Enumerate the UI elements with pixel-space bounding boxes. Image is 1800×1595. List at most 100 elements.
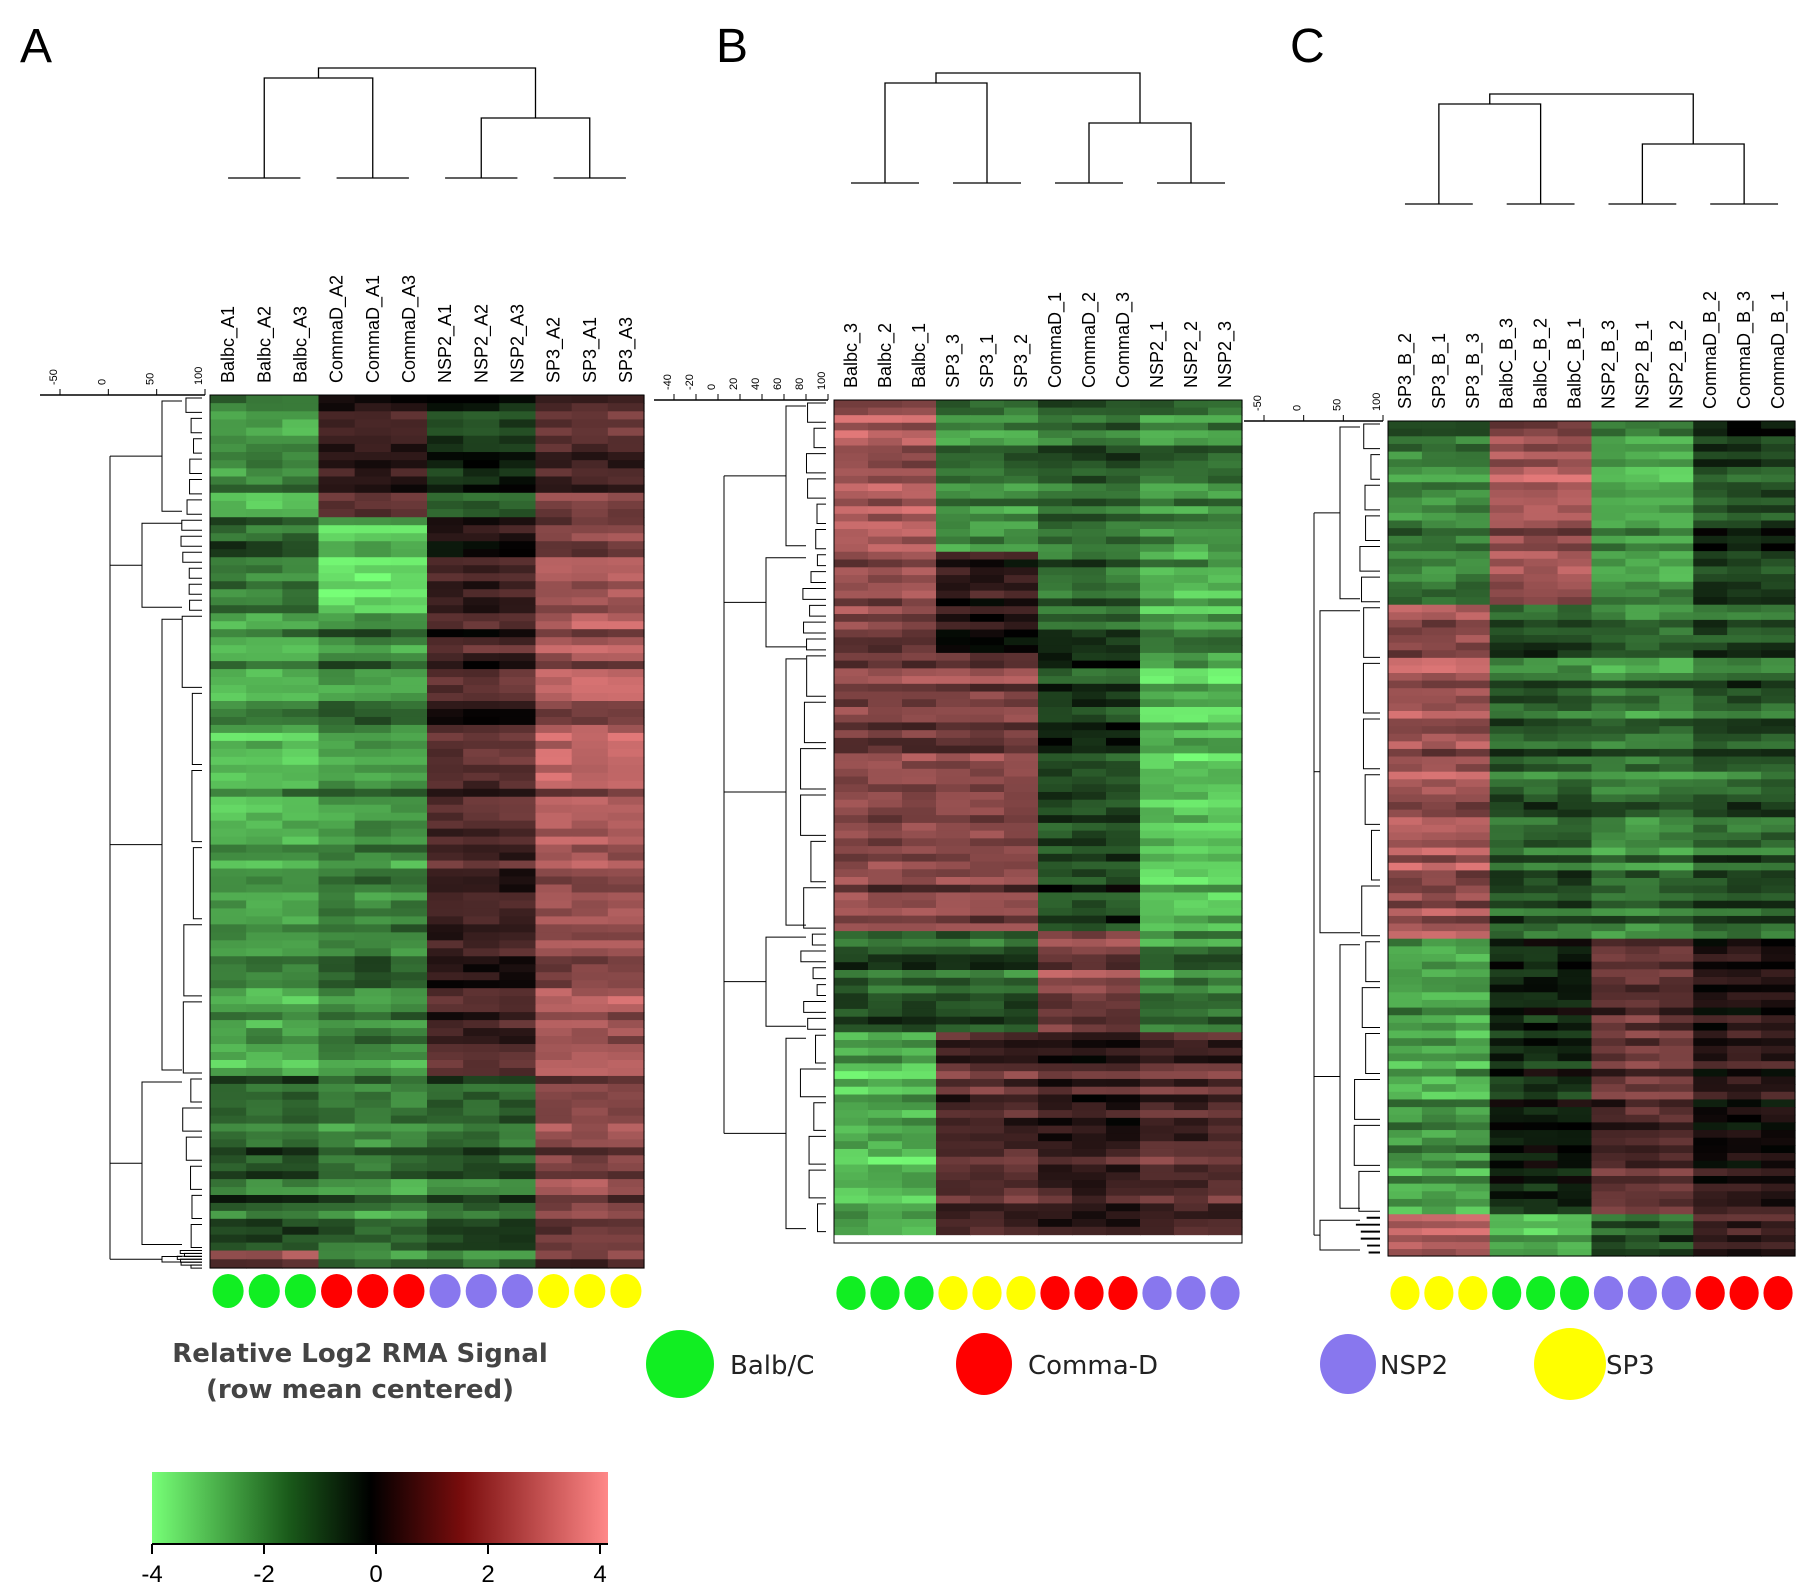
heatmap-cell: [1727, 984, 1762, 993]
heatmap-cell: [1591, 1130, 1627, 1139]
heatmap-cell: [1421, 733, 1457, 742]
heatmap-cell: [282, 637, 320, 646]
heatmap-cell: [463, 1059, 500, 1069]
heatmap-cell: [463, 716, 500, 726]
heatmap-cell: [1591, 535, 1627, 545]
heatmap-cell: [1388, 657, 1423, 667]
heatmap-cell: [318, 468, 356, 478]
heatmap-cell: [834, 575, 869, 584]
group-dot-comma: [1040, 1276, 1070, 1310]
heatmap-cell: [1004, 475, 1039, 485]
heatmap-cell: [607, 693, 645, 702]
heatmap-cell: [1693, 764, 1728, 773]
heatmap-cell: [499, 1179, 537, 1188]
heatmap-cell: [1557, 923, 1593, 932]
heatmap-cell: [1072, 799, 1107, 809]
heatmap-cell: [1038, 1211, 1073, 1220]
heatmap-cell: [282, 1131, 320, 1141]
heatmap-cell: [1421, 1053, 1457, 1062]
heatmap-cell: [1693, 900, 1728, 909]
heatmap-cell: [1388, 931, 1423, 940]
heatmap-cell: [1557, 969, 1593, 978]
heatmap-cell: [936, 1141, 971, 1150]
heatmap-cell: [936, 1133, 971, 1142]
heatmap-cell: [936, 1219, 971, 1228]
heatmap-cell: [318, 460, 356, 469]
heatmap-cell: [936, 1086, 971, 1096]
heatmap-cell: [1761, 1168, 1796, 1177]
heatmap-cell: [834, 970, 869, 979]
heatmap-cell: [1455, 1045, 1491, 1055]
heatmap-cell: [535, 916, 573, 925]
heatmap-cell: [1038, 1071, 1073, 1080]
heatmap-cell: [571, 788, 609, 798]
heatmap-cell: [1140, 660, 1175, 669]
heatmap-cell: [427, 613, 464, 622]
heatmap-cell: [868, 768, 903, 778]
heatmap-cell: [282, 1187, 320, 1196]
heatmap-cell: [936, 613, 971, 623]
heatmap-cell: [1455, 436, 1491, 445]
heatmap-cell: [535, 1044, 573, 1053]
heatmap-cell: [427, 844, 464, 854]
heatmap-cell: [868, 1102, 903, 1111]
heatmap-cell: [1523, 535, 1559, 545]
heatmap-cell: [1106, 877, 1141, 886]
heatmap-cell: [1140, 954, 1175, 963]
heatmap-cell: [868, 445, 903, 454]
heatmap-cell: [1072, 536, 1107, 545]
heatmap-cell: [1693, 840, 1728, 849]
scale-tick-label: -50: [48, 369, 60, 385]
heatmap-cell: [1208, 745, 1243, 754]
heatmap-cell: [1761, 1130, 1796, 1139]
heatmap-cell: [1106, 1211, 1141, 1220]
heatmap-cell: [571, 1226, 609, 1236]
heatmap-cell: [1388, 984, 1423, 993]
heatmap-cell: [571, 395, 609, 404]
heatmap-cell: [902, 422, 937, 431]
heatmap-cell: [1421, 718, 1457, 727]
legend: Relative Log2 RMA Signal (row mean cente…: [141, 1328, 1655, 1588]
heatmap-cell: [1727, 627, 1762, 636]
heatmap-cell: [1004, 915, 1039, 924]
heatmap-cell: [571, 748, 609, 758]
heatmap-cell: [902, 722, 937, 731]
heatmap-cell: [868, 575, 903, 584]
heatmap-cell: [390, 716, 428, 726]
heatmap-cell: [1388, 1053, 1423, 1062]
heatmap-cell: [1489, 1249, 1525, 1257]
heatmap-cell: [1727, 733, 1762, 742]
heatmap-cells: [1388, 421, 1796, 1257]
heatmap-cell: [354, 637, 392, 646]
heatmap-cell: [902, 1133, 937, 1142]
heatmap-cell: [834, 491, 869, 500]
heatmap-cell: [902, 830, 937, 839]
heatmap-cell: [390, 1194, 428, 1204]
heatmap-cell: [1489, 1153, 1525, 1162]
heatmap-cell: [1072, 846, 1107, 855]
heatmap-cell: [1557, 574, 1593, 583]
heatmap-cell: [535, 804, 573, 814]
heatmap-cell: [571, 476, 609, 486]
heatmap-cell: [1106, 1001, 1141, 1010]
heatmap-cell: [1421, 802, 1457, 811]
heatmap-cell: [970, 1063, 1005, 1072]
heatmap-cell: [427, 996, 464, 1005]
heatmap-cell: [970, 513, 1005, 522]
heatmap-cell: [1693, 558, 1728, 568]
heatmap-cell: [1421, 528, 1457, 537]
heatmap-cell: [1421, 1007, 1457, 1016]
heatmap-cell: [902, 761, 937, 770]
heatmap-cell: [868, 1125, 903, 1135]
heatmap-cell: [1489, 992, 1525, 1001]
heatmap-cell: [1659, 436, 1694, 445]
heatmap-cell: [1038, 923, 1073, 932]
heatmap-cell: [902, 706, 937, 716]
heatmap-cell: [1727, 543, 1762, 552]
heatmap-cell: [1591, 954, 1627, 963]
row-dendrogram-branch: [1361, 987, 1380, 1029]
heatmap-cell: [1625, 657, 1660, 667]
heatmap-cell: [1659, 870, 1694, 879]
heatmap-cell: [535, 1242, 573, 1252]
heatmap-cell: [1489, 1114, 1525, 1123]
